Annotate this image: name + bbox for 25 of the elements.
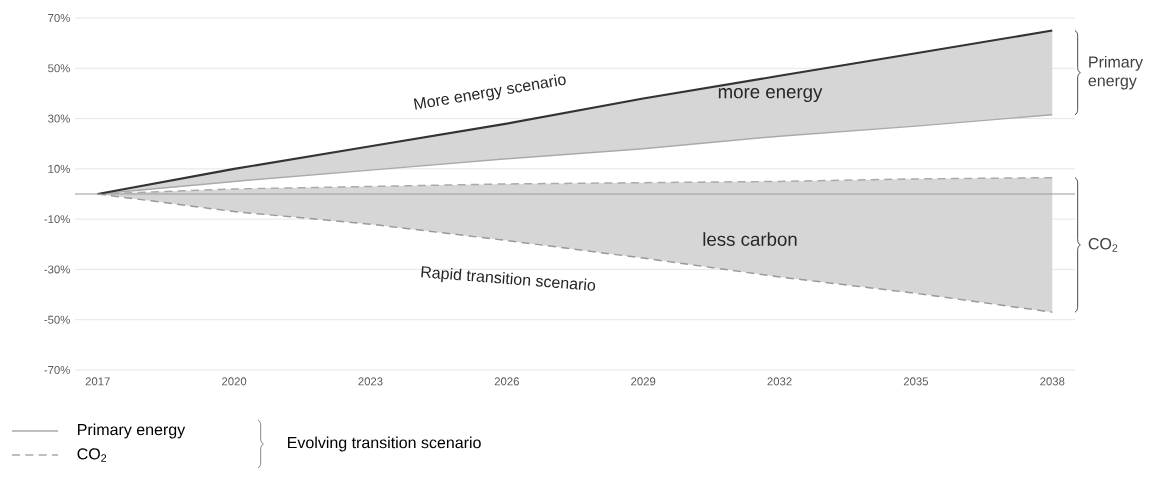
x-tick-label: 2026: [494, 377, 519, 386]
x-tick-label: 2032: [767, 377, 792, 386]
x-tick-label: 2038: [1040, 377, 1065, 386]
y-tick-label: -50%: [44, 315, 70, 324]
y-tick-label: -70%: [44, 365, 70, 374]
y-tick-label: 70%: [48, 14, 70, 22]
x-tick-label: 2017: [85, 377, 110, 386]
text: Primary energy: [1088, 55, 1143, 90]
x-tick-label: 2029: [631, 377, 656, 386]
x-tick-label: 2023: [358, 377, 383, 386]
y-tick-label: -10%: [44, 215, 70, 224]
x-tick-label: 2035: [903, 377, 929, 386]
legend-label: CO$_{2}$: [77, 448, 107, 462]
legend-title: Evolving transition scenario: [288, 436, 481, 452]
x-tick-label: 2020: [222, 377, 247, 386]
text: CO$_{2}$: [1088, 238, 1118, 252]
y-tick-label: 10%: [48, 164, 70, 173]
annotation: more energy: [718, 88, 823, 103]
y-tick-label: 50%: [48, 64, 70, 73]
y-tick-label: -30%: [44, 265, 70, 274]
legend-label: Primary energy: [78, 423, 186, 439]
annotation: Rapid transition scenario: [421, 266, 596, 291]
annotation: less carbon: [703, 232, 797, 246]
annotation: More energy scenario: [413, 74, 566, 110]
y-tick-label: 30%: [48, 114, 70, 123]
